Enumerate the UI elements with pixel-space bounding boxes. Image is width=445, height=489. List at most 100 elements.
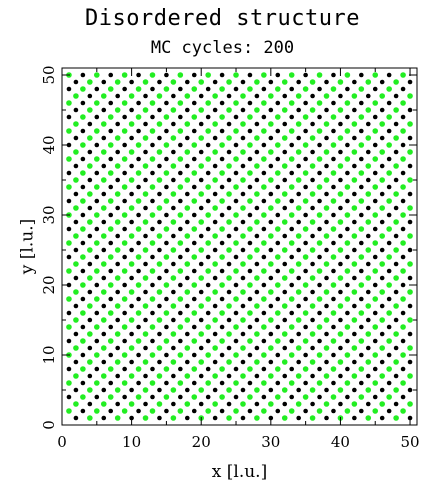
data-point-black (303, 240, 308, 246)
data-point-green (219, 338, 225, 344)
x-tick-label: 30 (261, 433, 280, 451)
data-point-green (365, 107, 372, 113)
data-point-black (164, 380, 169, 386)
data-point-green (309, 247, 316, 253)
data-point-green (233, 324, 239, 330)
data-point-green (351, 289, 358, 295)
data-point-black (275, 352, 281, 358)
data-point-green (323, 345, 330, 351)
data-point-green (407, 149, 413, 155)
data-point-green (240, 345, 246, 351)
data-point-black (303, 324, 308, 330)
data-point-black (129, 79, 134, 85)
data-point-green (400, 324, 406, 330)
data-point-black (261, 338, 267, 344)
data-point-green (302, 338, 309, 344)
data-point-black (129, 247, 134, 253)
data-point-black (282, 177, 288, 183)
data-point-green (274, 114, 281, 120)
data-point-black (212, 163, 218, 169)
data-point-green (170, 135, 177, 141)
data-point-green (184, 205, 191, 211)
data-point-black (150, 338, 155, 344)
data-point-black (317, 366, 322, 372)
data-point-black (359, 324, 364, 330)
data-point-black (240, 387, 246, 393)
y-tick-label: 30 (40, 205, 58, 224)
data-point-green (372, 184, 379, 190)
data-point-black (115, 93, 120, 99)
data-point-green (219, 254, 225, 260)
data-point-green (114, 219, 121, 225)
data-point-black (184, 387, 190, 393)
data-point-black (80, 324, 86, 330)
data-point-black (282, 261, 288, 267)
data-point-green (240, 233, 246, 239)
data-point-black (136, 268, 141, 274)
data-point-black (205, 142, 211, 148)
data-point-green (170, 163, 177, 169)
data-point-black (219, 352, 225, 358)
data-point-black (317, 254, 322, 260)
data-point-green (407, 233, 413, 239)
data-point-green (170, 331, 177, 337)
data-point-green (121, 380, 128, 386)
data-point-green (288, 352, 295, 358)
data-point-black (359, 212, 364, 218)
data-point-green (393, 303, 399, 309)
data-point-black (268, 219, 274, 225)
data-point-green (219, 394, 225, 400)
data-point-black (240, 107, 246, 113)
data-point-black (324, 331, 329, 337)
data-point-black (219, 128, 225, 134)
data-point-black (115, 121, 120, 127)
data-point-green (400, 128, 406, 134)
data-point-black (136, 324, 141, 330)
data-point-green (226, 107, 232, 113)
data-point-black (184, 135, 190, 141)
y-tick-label: 10 (40, 345, 58, 364)
data-point-green (400, 268, 406, 274)
data-point-green (142, 107, 149, 113)
data-point-black (94, 198, 100, 204)
data-point-black (345, 198, 350, 204)
data-point-green (205, 268, 211, 274)
data-point-black (338, 177, 343, 183)
data-point-green (393, 135, 399, 141)
data-point-black (282, 205, 288, 211)
data-point-black (205, 366, 211, 372)
data-point-black (136, 156, 141, 162)
data-point-green (288, 184, 295, 190)
data-point-green (247, 142, 253, 148)
data-point-black (164, 352, 169, 358)
data-point-black (198, 261, 204, 267)
data-point-green (386, 394, 392, 400)
data-point-green (358, 170, 365, 176)
data-point-black (359, 408, 364, 414)
data-point-green (170, 359, 177, 365)
data-point-black (115, 233, 120, 239)
data-point-black (184, 163, 190, 169)
data-point-green (156, 345, 163, 351)
data-point-green (94, 156, 100, 162)
data-point-black (129, 359, 134, 365)
data-point-black (359, 128, 364, 134)
data-point-black (157, 415, 162, 421)
data-point-green (386, 366, 392, 372)
data-point-black (407, 359, 413, 365)
data-point-green (142, 79, 149, 85)
data-point-black (157, 107, 162, 113)
data-point-green (107, 366, 114, 372)
data-point-black (352, 191, 357, 197)
data-point-green (351, 261, 358, 267)
data-point-green (281, 135, 288, 141)
data-point-green (212, 345, 218, 351)
data-point-green (254, 387, 260, 393)
data-point-green (309, 107, 316, 113)
data-point-green (149, 156, 156, 162)
data-point-green (170, 387, 177, 393)
data-point-black (129, 303, 134, 309)
data-point-green (135, 226, 142, 232)
data-point-green (393, 331, 399, 337)
